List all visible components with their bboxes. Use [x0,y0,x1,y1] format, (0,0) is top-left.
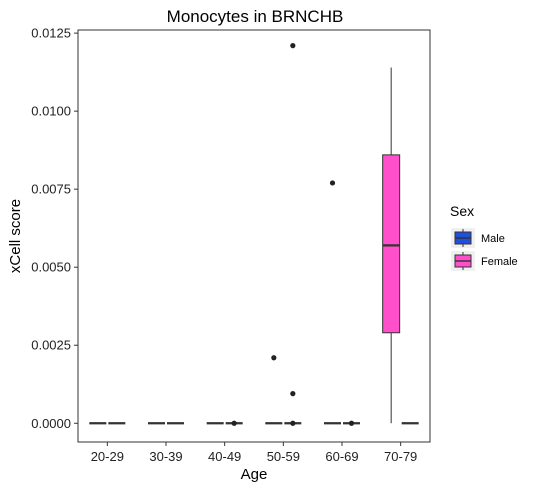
outlier-point [290,391,296,397]
legend-label-male: Male [481,233,505,245]
legend: Sex Male Female [450,203,518,271]
x-tick-label: 30-39 [149,449,182,464]
y-tick-label: 0.0125 [31,26,71,41]
chart-title: Monocytes in BRNCHB [167,7,344,26]
y-axis-title: xCell score [7,199,24,273]
x-tick-label: 40-49 [208,449,241,464]
box-male-60-69 [324,180,341,425]
outlier-point [271,355,277,361]
plot-panel [77,29,431,443]
boxplot-layer [89,43,419,426]
x-axis: 20-29 30-39 40-49 50-59 60-69 70-79 [91,442,417,464]
box-female-50-59 [284,43,302,426]
y-tick-label: 0.0050 [31,260,71,275]
outlier-point [290,43,296,49]
outlier-point [231,420,237,426]
y-tick-label: 0.0025 [31,338,71,353]
x-tick-label: 60-69 [325,449,358,464]
outlier-point [290,420,296,426]
box-body [382,154,401,334]
y-tick-label: 0.0075 [31,182,71,197]
x-tick-label: 50-59 [267,449,300,464]
y-tick-label: 0.0000 [31,416,71,431]
x-axis-title: Age [241,466,268,483]
y-axis: 0.0000 0.0025 0.0050 0.0075 0.0100 0.0125 [31,26,78,431]
legend-label-female: Female [481,256,518,268]
y-tick-label: 0.0100 [31,104,71,119]
x-tick-label: 20-29 [91,449,124,464]
box-female-40-49 [225,420,243,426]
outlier-point [329,180,336,186]
x-tick-label: 70-79 [384,449,417,464]
box-male-70-79 [382,67,401,424]
outlier-point [348,420,355,426]
box-female-60-69 [343,420,360,426]
legend-title: Sex [450,203,474,219]
box-male-50-59 [265,355,283,425]
